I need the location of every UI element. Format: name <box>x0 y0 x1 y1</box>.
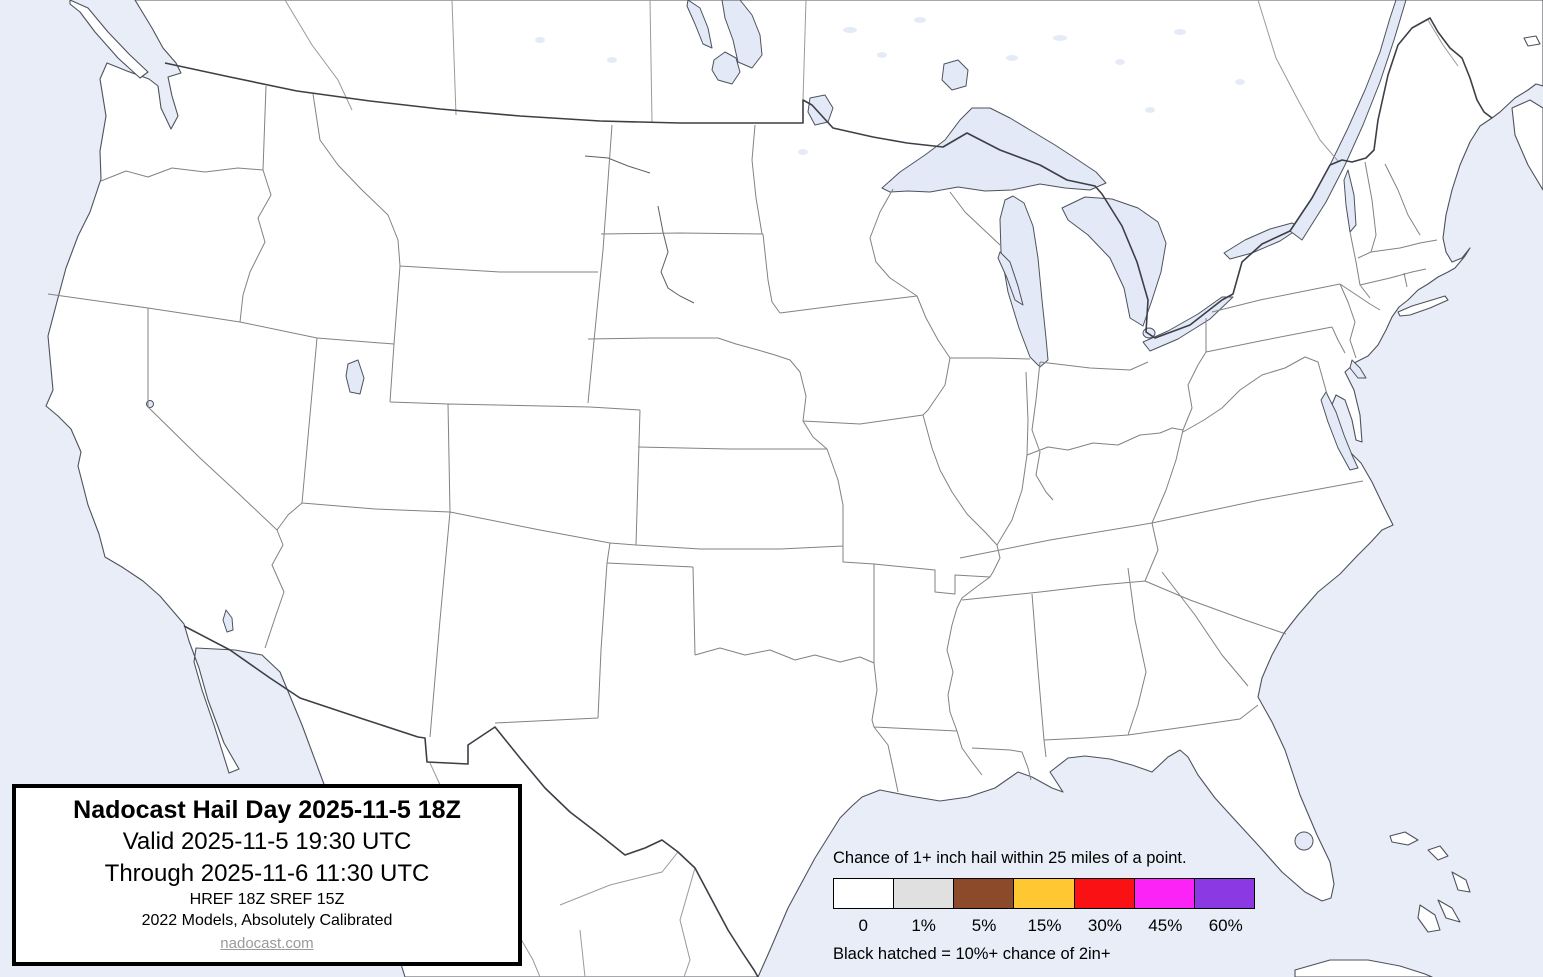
legend-swatch-0 <box>834 879 895 908</box>
legend-hatched-note: Black hatched = 10%+ chance of 2in+ <box>833 945 1111 963</box>
chihuahua-coahuila-border <box>559 851 679 906</box>
great-salt-lake <box>345 359 365 395</box>
long-island <box>1397 295 1449 317</box>
nova-scotia <box>1511 99 1543 191</box>
landmass <box>45 0 1543 977</box>
forecast-valid-time: Valid 2025-11-5 19:30 UTC <box>122 828 412 856</box>
legend-heading: Chance of 1+ inch hail within 25 miles o… <box>833 849 1187 867</box>
hail-probability-legend: Chance of 1+ inch hail within 25 miles o… <box>833 849 1257 964</box>
forecast-through-time: Through 2025-11-6 11:30 UTC <box>104 860 430 888</box>
lake-manitoba <box>711 51 741 85</box>
country-borders <box>164 17 1493 977</box>
green-bay <box>997 251 1024 306</box>
chesapeake-bay <box>1320 391 1359 471</box>
legend-swatch-5% <box>954 879 1015 908</box>
ontario-quebec-border <box>1257 0 1339 162</box>
lake-erie <box>1142 296 1234 352</box>
prince-edward-island <box>1523 35 1541 47</box>
canada-small-lakes <box>535 17 1245 155</box>
missouri-river-dakotas <box>657 205 695 304</box>
missouri-river-montana <box>584 155 651 174</box>
lake-michigan <box>999 195 1049 368</box>
coahuila-border <box>579 929 586 977</box>
cuba-coast <box>1294 959 1433 977</box>
bahamas-island-3 <box>1451 871 1471 893</box>
legend-swatch-1% <box>894 879 955 908</box>
legend-swatch-60% <box>1194 879 1254 908</box>
north-america-land <box>45 0 1543 977</box>
state-border-lines <box>47 85 1438 793</box>
manitoba-ontario-border <box>802 0 807 101</box>
nadocast-website-link[interactable]: nadocast.com <box>220 934 314 952</box>
bc-alberta-border <box>284 0 353 111</box>
saskatchewan-manitoba-border <box>649 0 653 123</box>
bahamas-island-1 <box>1389 831 1419 846</box>
legend-label-0: 0 <box>858 916 868 935</box>
legend-swatch-30% <box>1074 879 1135 908</box>
legend-label-1%: 1% <box>911 916 936 935</box>
legend-label-15%: 15% <box>1027 916 1062 935</box>
water-features <box>146 0 1407 851</box>
legend-swatch-15% <box>1014 879 1075 908</box>
forecast-title-box: Nadocast Hail Day 2025-11-5 18Z Valid 20… <box>12 784 522 966</box>
legend-swatch-45% <box>1134 879 1195 908</box>
lake-nipigon <box>941 59 969 91</box>
state-borders <box>47 85 1438 793</box>
nuevo-leon-border <box>679 867 696 977</box>
vancouver-island <box>69 0 149 79</box>
bahamas-island-2 <box>1427 845 1449 861</box>
andros-island <box>1417 904 1441 933</box>
legend-label-5%: 5% <box>971 916 997 935</box>
legend-labels: 0 1% 5% 15% 30% 45% 60% <box>833 916 1256 936</box>
lake-winnipeg <box>721 0 763 69</box>
lake-winnipegosis <box>686 0 713 49</box>
legend-label-45%: 45% <box>1148 916 1183 935</box>
legend-label-60%: 60% <box>1208 916 1243 935</box>
legend-bar <box>833 878 1255 909</box>
us-canada-border <box>164 17 1493 339</box>
us-mexico-border <box>183 625 759 977</box>
legend-label-30%: 30% <box>1087 916 1122 935</box>
lake-huron <box>1061 196 1167 327</box>
salton-sea <box>222 609 234 633</box>
forecast-title: Nadocast Hail Day 2025-11-5 18Z <box>73 796 461 824</box>
rivers <box>584 155 695 304</box>
province-borders <box>284 0 1459 162</box>
delaware-bay <box>1349 359 1367 379</box>
st-lawrence-river <box>1289 0 1407 241</box>
bahamas-island-4 <box>1437 899 1461 923</box>
alberta-saskatchewan-border <box>451 0 457 116</box>
forecast-models: HREF 18Z SREF 15Z <box>189 891 345 909</box>
quebec-newbrunswick-border <box>1427 19 1459 67</box>
lake-okeechobee <box>1294 831 1314 851</box>
forecast-calibration: 2022 Models, Absolutely Calibrated <box>141 911 393 929</box>
